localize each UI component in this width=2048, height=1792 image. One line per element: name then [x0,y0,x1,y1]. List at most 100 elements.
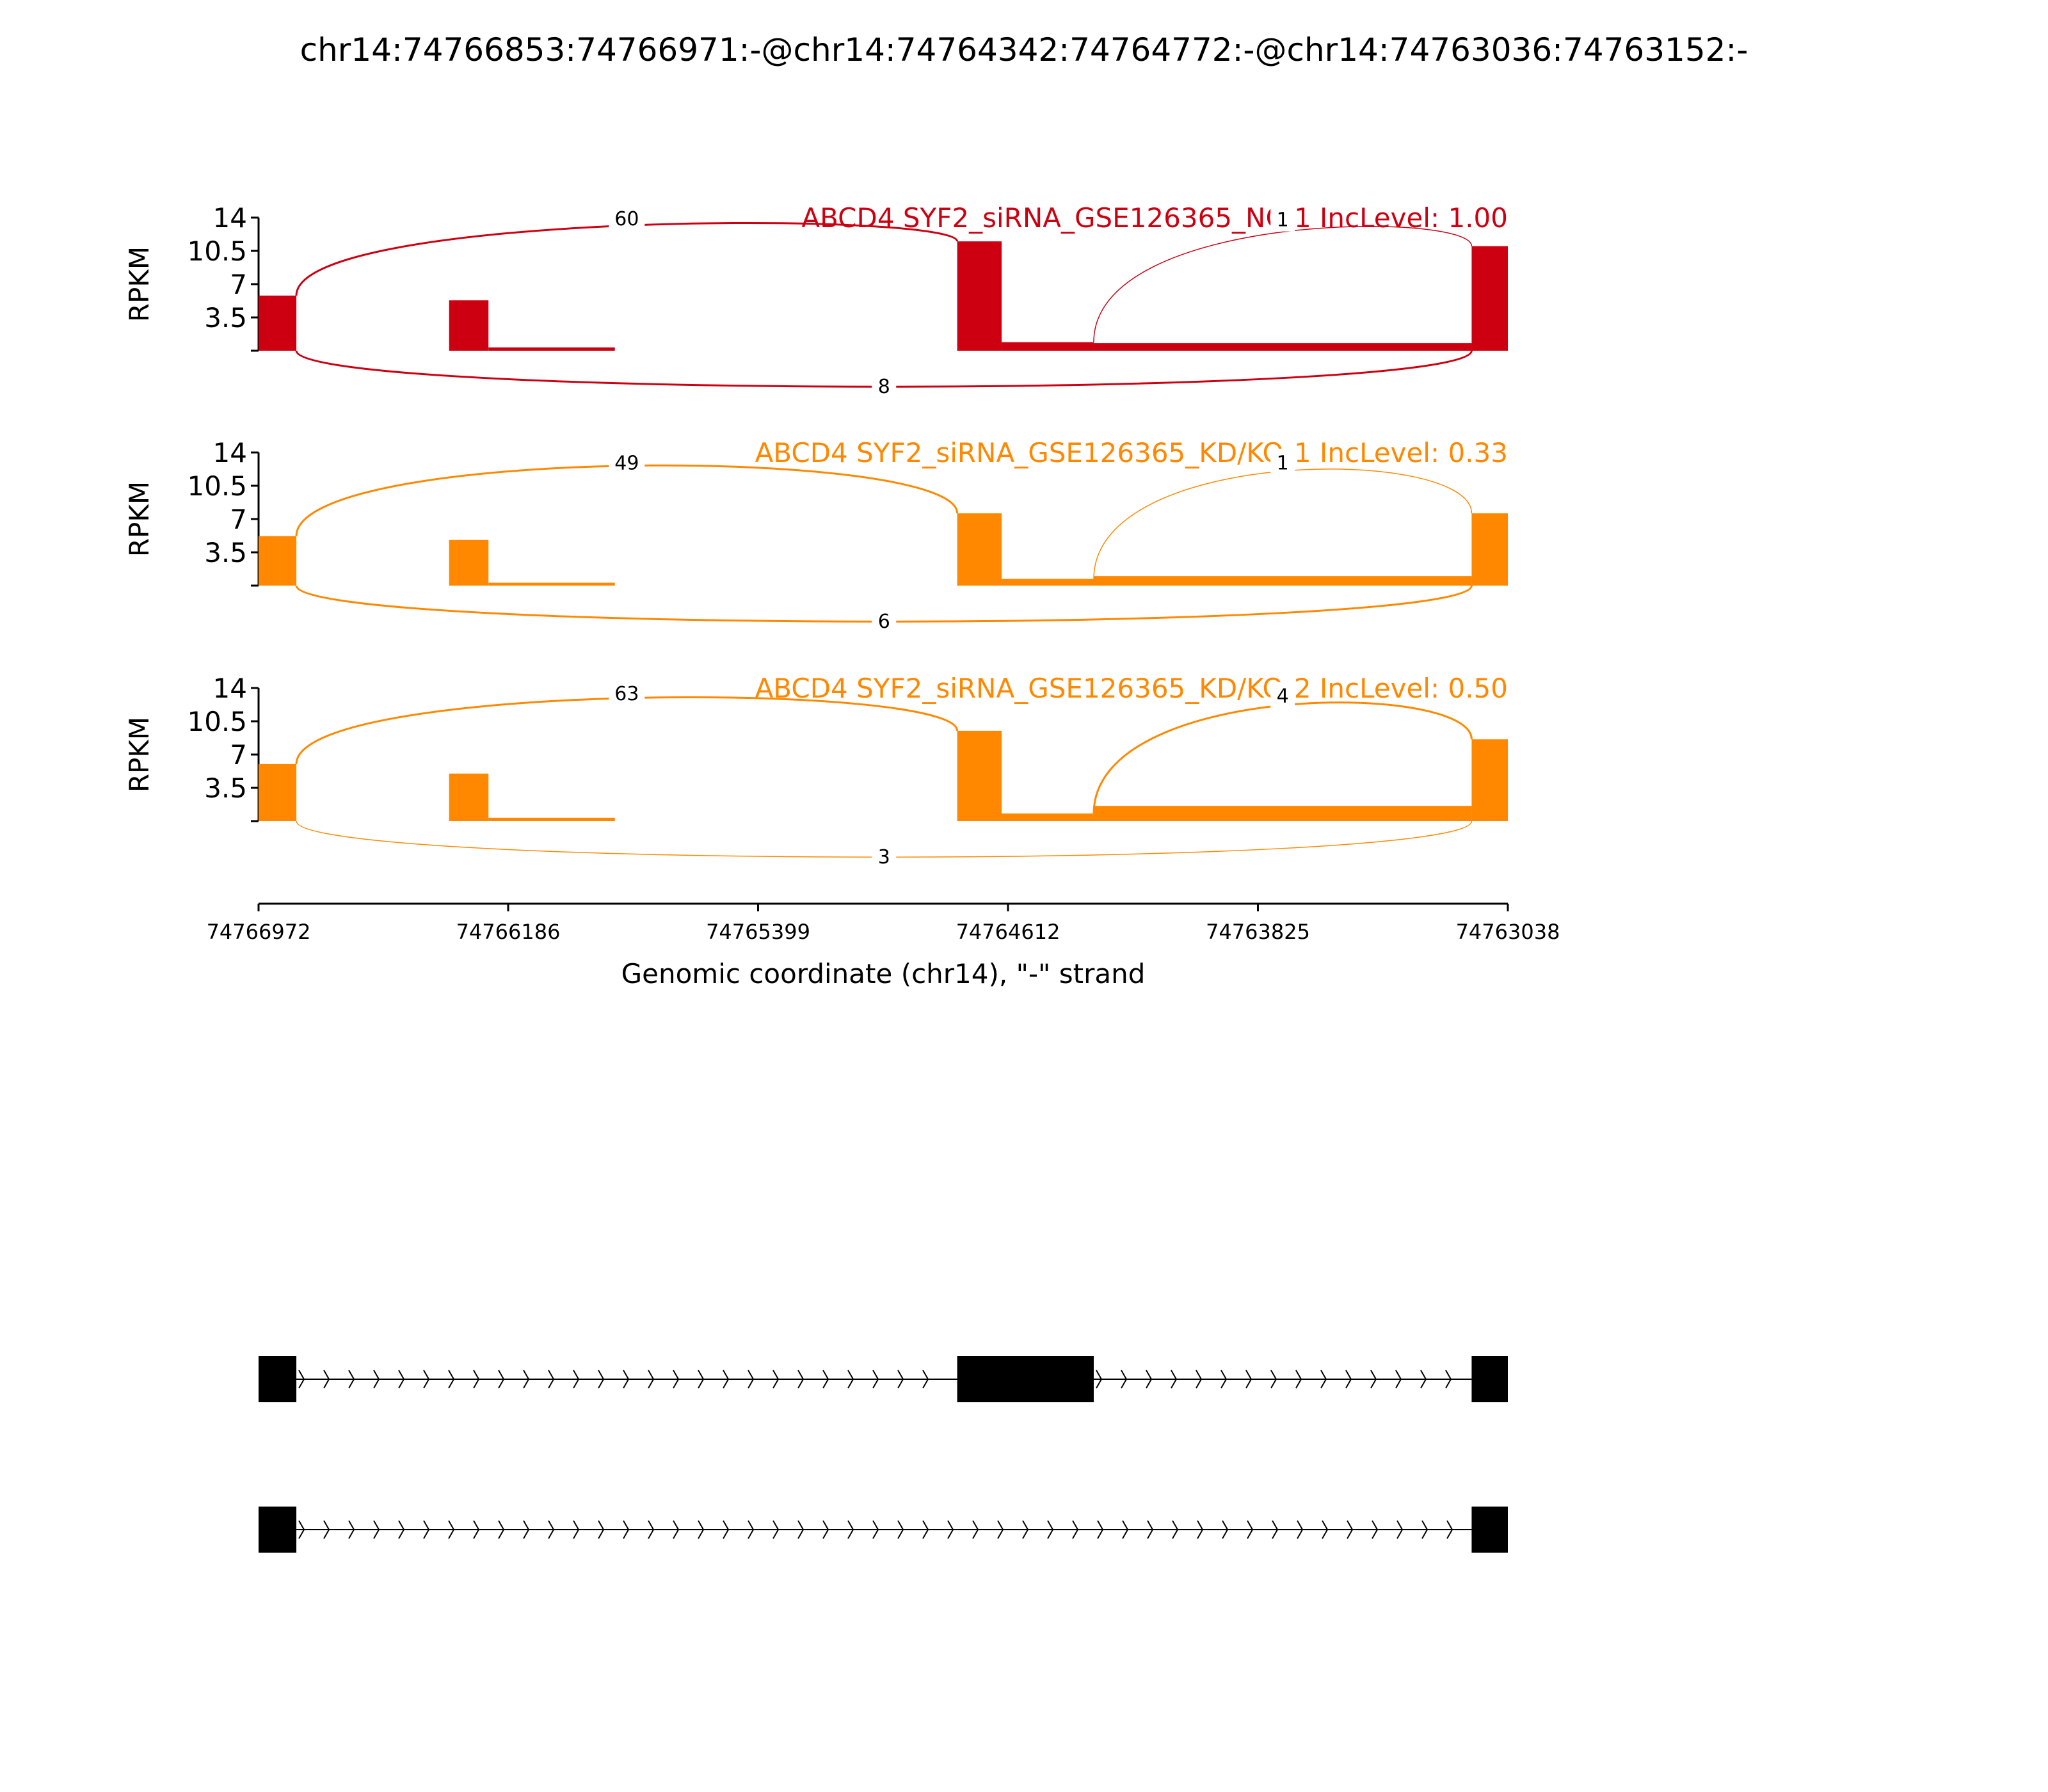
strand-arrow [548,1370,555,1389]
strand-arrow [423,1370,430,1389]
strand-arrow [1022,1520,1029,1539]
exon-block [957,1356,1094,1402]
strand-arrow [922,1370,929,1389]
y-tick-label: 7 [230,739,247,771]
coverage-block [259,536,297,586]
strand-arrow [398,1520,405,1539]
y-tick-label: 10.5 [187,470,247,502]
strand-arrow [373,1520,380,1539]
junction-label-bg [1270,682,1295,708]
junction-label-bg [1270,205,1295,232]
strand-arrow [922,1520,929,1539]
exon-block [259,1507,297,1553]
strand-arrow [748,1520,755,1539]
strand-arrow [598,1520,605,1539]
strand-arrow [1121,1370,1128,1389]
junction-label: 63 [614,683,639,705]
strand-arrow [1072,1520,1079,1539]
strand-arrow [1320,1370,1327,1389]
junction-arc [1093,468,1473,579]
strand-arrow [1096,1370,1103,1389]
strand-arrow [772,1520,780,1539]
strand-arrow [1196,1370,1203,1389]
strand-arrow [1370,1370,1377,1389]
strand-arrow [1197,1520,1204,1539]
junction-label-bg [872,607,897,633]
coverage-block [449,773,489,821]
y-tick-label: 10.5 [187,236,247,267]
strand-arrow [1146,1370,1153,1389]
strand-arrow [1395,1370,1402,1389]
coverage-block [449,540,489,586]
strand-arrow [897,1520,904,1539]
junction-label: 6 [878,611,890,633]
strand-arrow [822,1370,829,1389]
strand-arrow [1147,1520,1154,1539]
x-tick-label: 74766972 [207,920,311,944]
strand-arrow [972,1520,979,1539]
strand-arrow [1396,1520,1404,1539]
x-axis-label: Genomic coordinate (chr14), "-" strand [621,958,1146,989]
strand-arrow [1446,1520,1453,1539]
figure-title: chr14:74766853:74766971:-@chr14:74764342… [300,31,1748,68]
strand-arrow [847,1520,854,1539]
junction-label: 4 [1277,685,1289,708]
strand-arrow [1122,1520,1129,1539]
strand-arrow [648,1370,655,1389]
strand-arrow [623,1520,630,1539]
strand-arrow [448,1520,455,1539]
strand-arrow [498,1520,505,1539]
strand-arrow [1245,1370,1252,1389]
junction-label-bg [1270,449,1295,475]
strand-arrow [673,1370,680,1389]
strand-arrow [473,1520,480,1539]
strand-arrow [1270,1370,1277,1389]
junction-arc [295,221,959,296]
y-axis-label: RPKM [124,481,155,557]
coverage-block [488,582,615,586]
x-tick-label: 74765399 [706,920,810,944]
coverage-block [1002,813,1094,821]
strand-arrow [348,1520,355,1539]
strand-arrow [573,1370,580,1389]
coverage-block [1093,806,1472,821]
coverage-block [488,817,615,821]
coverage-block [957,241,1002,351]
strand-arrow [897,1370,904,1389]
junction-label: 3 [878,846,890,868]
junction-label: 1 [1277,452,1289,474]
strand-arrow [348,1370,355,1389]
strand-arrow [673,1520,680,1539]
y-tick-label: 14 [213,437,247,468]
junction-label-bg [872,843,897,868]
strand-arrow [1247,1520,1254,1539]
strand-arrow [323,1370,330,1389]
isoform-structures [259,1356,1508,1553]
strand-arrow [1222,1520,1229,1539]
junction-label: 8 [878,376,890,398]
strand-arrow [872,1370,879,1389]
strand-arrow [872,1520,879,1539]
strand-arrow [1420,1370,1427,1389]
track-label: ABCD4 SYF2_siRNA_GSE126365_KD/KO-1 IncLe… [755,437,1508,468]
strand-arrow [1347,1520,1354,1539]
strand-arrow [698,1370,705,1389]
exon-block [1471,1356,1508,1402]
strand-arrow [498,1370,505,1389]
strand-arrow [1171,1370,1178,1389]
strand-arrow [947,1520,954,1539]
strand-arrow [398,1370,405,1389]
x-tick-label: 74764612 [956,920,1060,944]
strand-arrow [723,1370,730,1389]
strand-arrow [822,1520,829,1539]
track-label: ABCD4 SYF2_siRNA_GSE126365_KD/KO-2 IncLe… [755,673,1508,704]
coverage-block [1471,739,1508,821]
x-axis: 74766972 74766186 74765399 74764612 74763825… [207,902,1560,944]
strand-arrow [548,1520,555,1539]
strand-arrow [423,1520,430,1539]
strand-arrow [1372,1520,1379,1539]
x-tick-label: 74763825 [1206,920,1310,944]
coverage-block [259,764,297,821]
